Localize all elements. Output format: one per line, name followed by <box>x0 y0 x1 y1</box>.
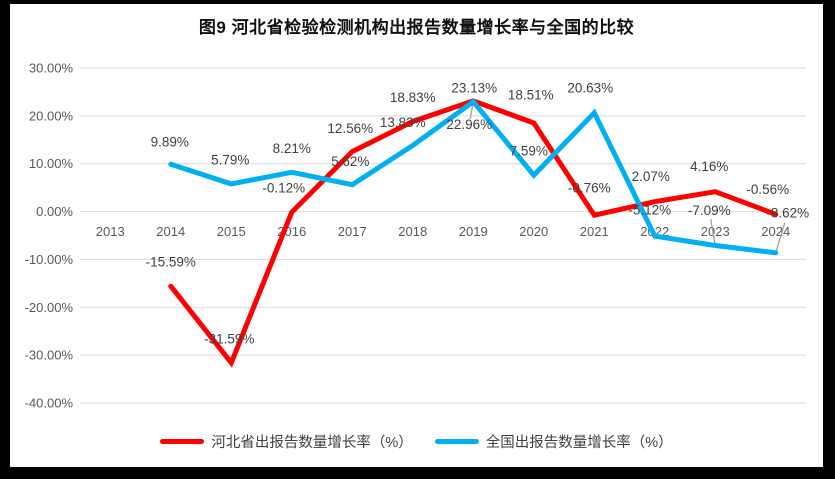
data-label-hebei: -31.59% <box>204 331 254 346</box>
data-label-national: 13.83% <box>380 115 426 130</box>
x-axis-label: 2014 <box>156 224 185 239</box>
data-label-national: 22.96% <box>446 117 492 132</box>
y-axis-tick-label: -40.00% <box>25 396 74 411</box>
label-leader-line <box>775 222 786 254</box>
data-label-hebei: 18.83% <box>390 90 436 105</box>
data-label-national: -8.62% <box>766 205 809 220</box>
data-label-national: 5.79% <box>211 152 249 167</box>
chart-title: 图9 河北省检验检测机构出报告数量增长率与全国的比较 <box>198 18 635 37</box>
x-axis-label: 2023 <box>701 224 730 239</box>
data-label-hebei: 4.16% <box>690 159 728 174</box>
x-axis-label: 2019 <box>459 224 488 239</box>
legend-line-swatch-national <box>434 438 479 444</box>
data-label-national: -7.09% <box>688 203 731 218</box>
y-axis-tick-label: 20.00% <box>29 108 74 123</box>
y-axis-tick-label: 10.00% <box>29 156 74 171</box>
x-axis-label: 2017 <box>338 224 367 239</box>
x-axis-label: 2018 <box>398 224 427 239</box>
data-label-national: 20.63% <box>567 80 613 95</box>
data-label-hebei: 23.13% <box>451 80 497 95</box>
data-label-hebei: 12.56% <box>327 121 373 136</box>
data-label-national: 5.62% <box>331 154 369 169</box>
x-axis-label: 2020 <box>519 224 548 239</box>
data-label-hebei: 18.51% <box>508 87 554 102</box>
y-axis-tick-label: 0.00% <box>36 204 73 219</box>
data-label-national: 8.21% <box>273 141 311 156</box>
data-label-national: -5.12% <box>628 203 671 218</box>
y-axis-tick-label: -10.00% <box>25 252 74 267</box>
data-label-national: 7.59% <box>510 144 548 159</box>
data-label-national: 9.89% <box>151 135 189 150</box>
data-label-hebei: -0.76% <box>568 181 611 196</box>
legend-item-national: 全国出报告数量增长率（%） <box>434 431 673 452</box>
x-axis-label: 2013 <box>96 224 125 239</box>
x-axis-label: 2021 <box>580 224 609 239</box>
data-label-hebei: 2.07% <box>632 169 670 184</box>
series-line-national <box>168 98 779 256</box>
x-axis-label: 2015 <box>217 224 246 239</box>
y-axis-tick-label: -20.00% <box>25 300 74 315</box>
legend-label-national: 全国出报告数量增长率（%） <box>485 434 673 451</box>
label-leader-line <box>710 219 716 246</box>
data-label-hebei: -15.59% <box>146 255 196 270</box>
legend-line-swatch-hebei <box>160 438 205 444</box>
chart-panel <box>10 4 823 467</box>
y-axis-tick-label: -30.00% <box>25 348 74 363</box>
data-label-hebei: -0.56% <box>746 182 789 197</box>
x-axis-label: 2024 <box>761 224 790 239</box>
legend-item-hebei: 河北省出报告数量增长率（%） <box>160 431 413 452</box>
y-axis-tick-label: 30.00% <box>29 61 74 76</box>
chart-legend: 河北省出报告数量增长率（%） 全国出报告数量增长率（%） <box>10 428 823 454</box>
data-label-hebei: -0.12% <box>262 181 305 196</box>
legend-label-hebei: 河北省出报告数量增长率（%） <box>211 434 413 451</box>
